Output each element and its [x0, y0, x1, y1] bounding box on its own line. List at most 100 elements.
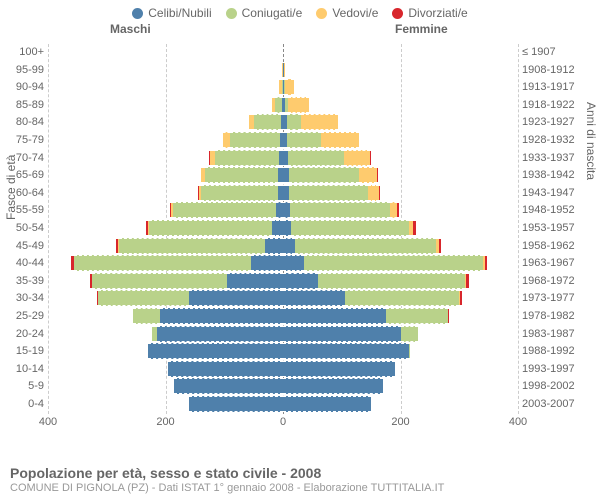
bar-female — [283, 97, 309, 113]
bar-row — [48, 396, 518, 412]
bar-segment — [283, 343, 409, 359]
bar-female — [283, 220, 416, 236]
bar-segment — [413, 220, 415, 236]
bar-female — [283, 62, 285, 78]
bar-segment — [448, 308, 449, 324]
bar-segment — [272, 220, 283, 236]
header-female: Femmine — [395, 22, 448, 36]
bar-female — [283, 185, 380, 201]
header-male: Maschi — [110, 22, 151, 36]
y-right-tick: 1973-1977 — [522, 290, 598, 306]
column-headers: Maschi Femmine — [0, 22, 600, 38]
bar-segment — [189, 290, 283, 306]
bar-segment — [466, 273, 468, 289]
bar-segment — [283, 361, 395, 377]
bar-segment — [287, 114, 302, 130]
y-left-tick: 50-54 — [0, 220, 44, 236]
bar-segment — [283, 202, 290, 218]
bar-segment — [377, 167, 378, 183]
bar-segment — [288, 97, 309, 113]
y-left-tick: 65-69 — [0, 167, 44, 183]
bar-segment — [174, 378, 283, 394]
bar-segment — [205, 167, 278, 183]
bar-segment — [370, 150, 371, 166]
bar-row — [48, 273, 518, 289]
bar-segment — [344, 150, 370, 166]
bar-row — [48, 220, 518, 236]
bar-male — [272, 97, 283, 113]
bar-segment — [283, 378, 383, 394]
bar-female — [283, 343, 410, 359]
legend-item: Celibi/Nubili — [132, 6, 211, 20]
bar-row — [48, 326, 518, 342]
y-right-tick: 1983-1987 — [522, 326, 598, 342]
bar-segment — [460, 290, 462, 306]
bar-female — [283, 273, 469, 289]
bar-segment — [318, 273, 465, 289]
bar-segment — [157, 326, 283, 342]
bar-segment — [173, 202, 276, 218]
y-right-tick: 1958-1962 — [522, 238, 598, 254]
bar-segment — [189, 396, 283, 412]
legend-label: Celibi/Nubili — [148, 6, 211, 20]
bar-segment — [368, 185, 379, 201]
bar-male — [133, 308, 283, 324]
bar-segment — [276, 202, 283, 218]
bar-row — [48, 185, 518, 201]
bar-segment — [74, 255, 250, 271]
y-left-tick: 10-14 — [0, 361, 44, 377]
y-right-tick: 1908-1912 — [522, 62, 598, 78]
bar-segment — [359, 167, 377, 183]
legend-label: Divorziati/e — [408, 6, 467, 20]
y-left-tick: 0-4 — [0, 396, 44, 412]
bar-female — [283, 238, 441, 254]
bar-female — [283, 202, 399, 218]
bar-segment — [283, 290, 345, 306]
bar-male — [249, 114, 283, 130]
bar-segment — [301, 114, 337, 130]
y-right-tick: 1948-1952 — [522, 202, 598, 218]
x-tick: 200 — [391, 416, 409, 428]
y-right-tick: ≤ 1907 — [522, 44, 598, 60]
bar-male — [146, 220, 283, 236]
legend-item: Coniugati/e — [226, 6, 303, 20]
bar-female — [283, 378, 383, 394]
y-left-tick: 15-19 — [0, 343, 44, 359]
y-right-tick: 1913-1917 — [522, 79, 598, 95]
bar-male — [90, 273, 283, 289]
y-left-tick: 85-89 — [0, 97, 44, 113]
bar-male — [152, 326, 283, 342]
bar-female — [283, 114, 338, 130]
bar-segment — [148, 343, 283, 359]
legend-label: Vedovi/e — [332, 6, 378, 20]
bar-male — [148, 343, 283, 359]
bar-segment — [295, 238, 436, 254]
y-right-tick: 1943-1947 — [522, 185, 598, 201]
bar-segment — [289, 185, 368, 201]
bar-segment — [285, 79, 294, 95]
bar-segment — [265, 238, 283, 254]
bar-segment — [379, 185, 380, 201]
chart-subtitle: COMUNE DI PIGNOLA (PZ) - Dati ISTAT 1° g… — [10, 482, 590, 494]
bar-segment — [223, 132, 230, 148]
bar-row — [48, 44, 518, 60]
y-left-tick: 40-44 — [0, 255, 44, 271]
bar-segment — [215, 150, 278, 166]
bar-segment — [288, 150, 344, 166]
legend-swatch — [392, 8, 403, 19]
bar-female — [283, 308, 448, 324]
y-right-tick: 1978-1982 — [522, 308, 598, 324]
bar-female — [283, 290, 462, 306]
y-right-tick: 1918-1922 — [522, 97, 598, 113]
bar-male — [170, 202, 283, 218]
y-right-tick: 1988-1992 — [522, 343, 598, 359]
bar-row — [48, 79, 518, 95]
bar-segment — [283, 238, 295, 254]
bar-male — [223, 132, 283, 148]
legend-swatch — [316, 8, 327, 19]
bar-female — [283, 396, 371, 412]
bar-row — [48, 114, 518, 130]
bar-female — [283, 150, 371, 166]
legend-item: Vedovi/e — [316, 6, 378, 20]
bar-segment — [397, 202, 399, 218]
